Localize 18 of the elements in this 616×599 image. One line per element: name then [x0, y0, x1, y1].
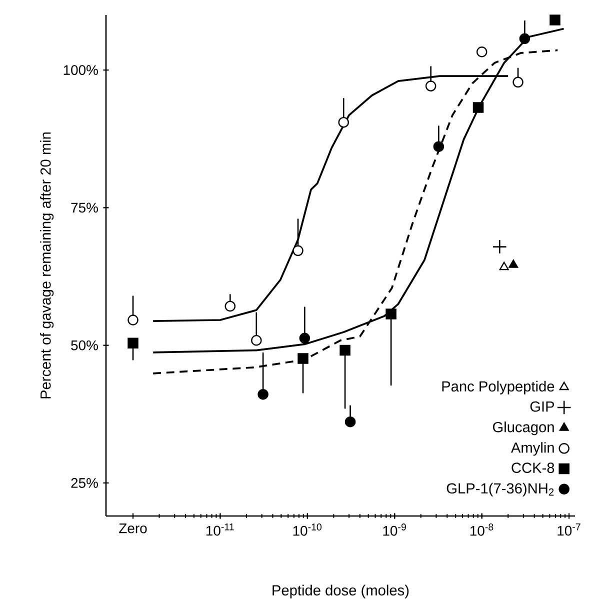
x-tick-label: 10$^{-11}$ — [206, 524, 234, 536]
legend-label: GLP-1(7-36)NH$_{2}$ — [446, 482, 554, 496]
x-axis-title: Peptide dose (moles) — [272, 584, 409, 598]
y-tick-label: 50% — [71, 340, 98, 350]
x-tick-label: 10$^{-7}$ — [558, 524, 580, 536]
y-tick-label: 25% — [71, 478, 98, 488]
legend-label: Amylin — [510, 442, 554, 456]
legend-label: GIP — [530, 401, 554, 412]
legend-label: Panc Polypeptide — [442, 380, 554, 394]
y-axis-title: Percent of gavage remaining after 20 min — [40, 132, 54, 398]
y-tick-label: 100% — [64, 65, 98, 75]
y-tick-label: 75% — [71, 202, 98, 213]
x-tick-label: 10$^{-9}$ — [383, 524, 406, 536]
legend-label: Glucagon — [492, 422, 554, 436]
x-tick-label: 10$^{-8}$ — [470, 524, 494, 536]
x-tick-label: 10$^{-10}$ — [293, 524, 322, 536]
legend-label: CCK-8 — [512, 462, 554, 473]
x-tick-label: Zero — [119, 524, 147, 534]
